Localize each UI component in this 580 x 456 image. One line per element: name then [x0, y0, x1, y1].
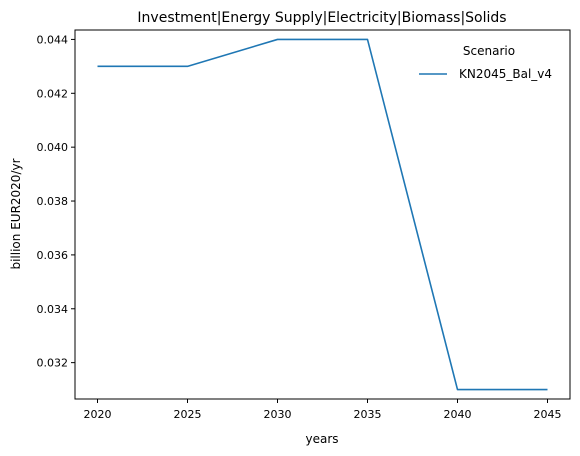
- x-tick-label: 2040: [444, 408, 472, 421]
- x-axis-ticks: 2020 2025 2030 2035 2040 2045: [84, 399, 562, 421]
- legend: Scenario KN2045_Bal_v4: [419, 44, 552, 81]
- x-tick-label: 2045: [534, 408, 562, 421]
- y-axis-ticks: 0.032 0.034 0.036 0.038 0.040 0.042 0.044: [37, 33, 75, 370]
- legend-title: Scenario: [463, 44, 515, 58]
- y-axis-label: billion EUR2020/yr: [9, 158, 23, 269]
- x-tick-label: 2020: [84, 408, 112, 421]
- series-line: [97, 38, 548, 391]
- y-tick-label: 0.044: [37, 33, 69, 46]
- plot-frame: [74, 29, 571, 400]
- y-tick-label: 0.038: [37, 195, 69, 208]
- y-tick-label: 0.040: [37, 141, 69, 154]
- y-tick-label: 0.042: [37, 87, 69, 100]
- plot-area: [75, 30, 570, 399]
- legend-entry-label: KN2045_Bal_v4: [459, 67, 552, 81]
- x-axis-label: years: [305, 432, 338, 446]
- series-layer: [97, 38, 548, 391]
- y-tick-label: 0.034: [37, 303, 69, 316]
- x-tick-label: 2035: [354, 408, 382, 421]
- chart-title: Investment|Energy Supply|Electricity|Bio…: [137, 10, 506, 26]
- x-tick-label: 2030: [264, 408, 292, 421]
- x-tick-label: 2025: [174, 408, 202, 421]
- y-tick-label: 0.036: [37, 249, 69, 262]
- y-tick-label: 0.032: [37, 357, 69, 370]
